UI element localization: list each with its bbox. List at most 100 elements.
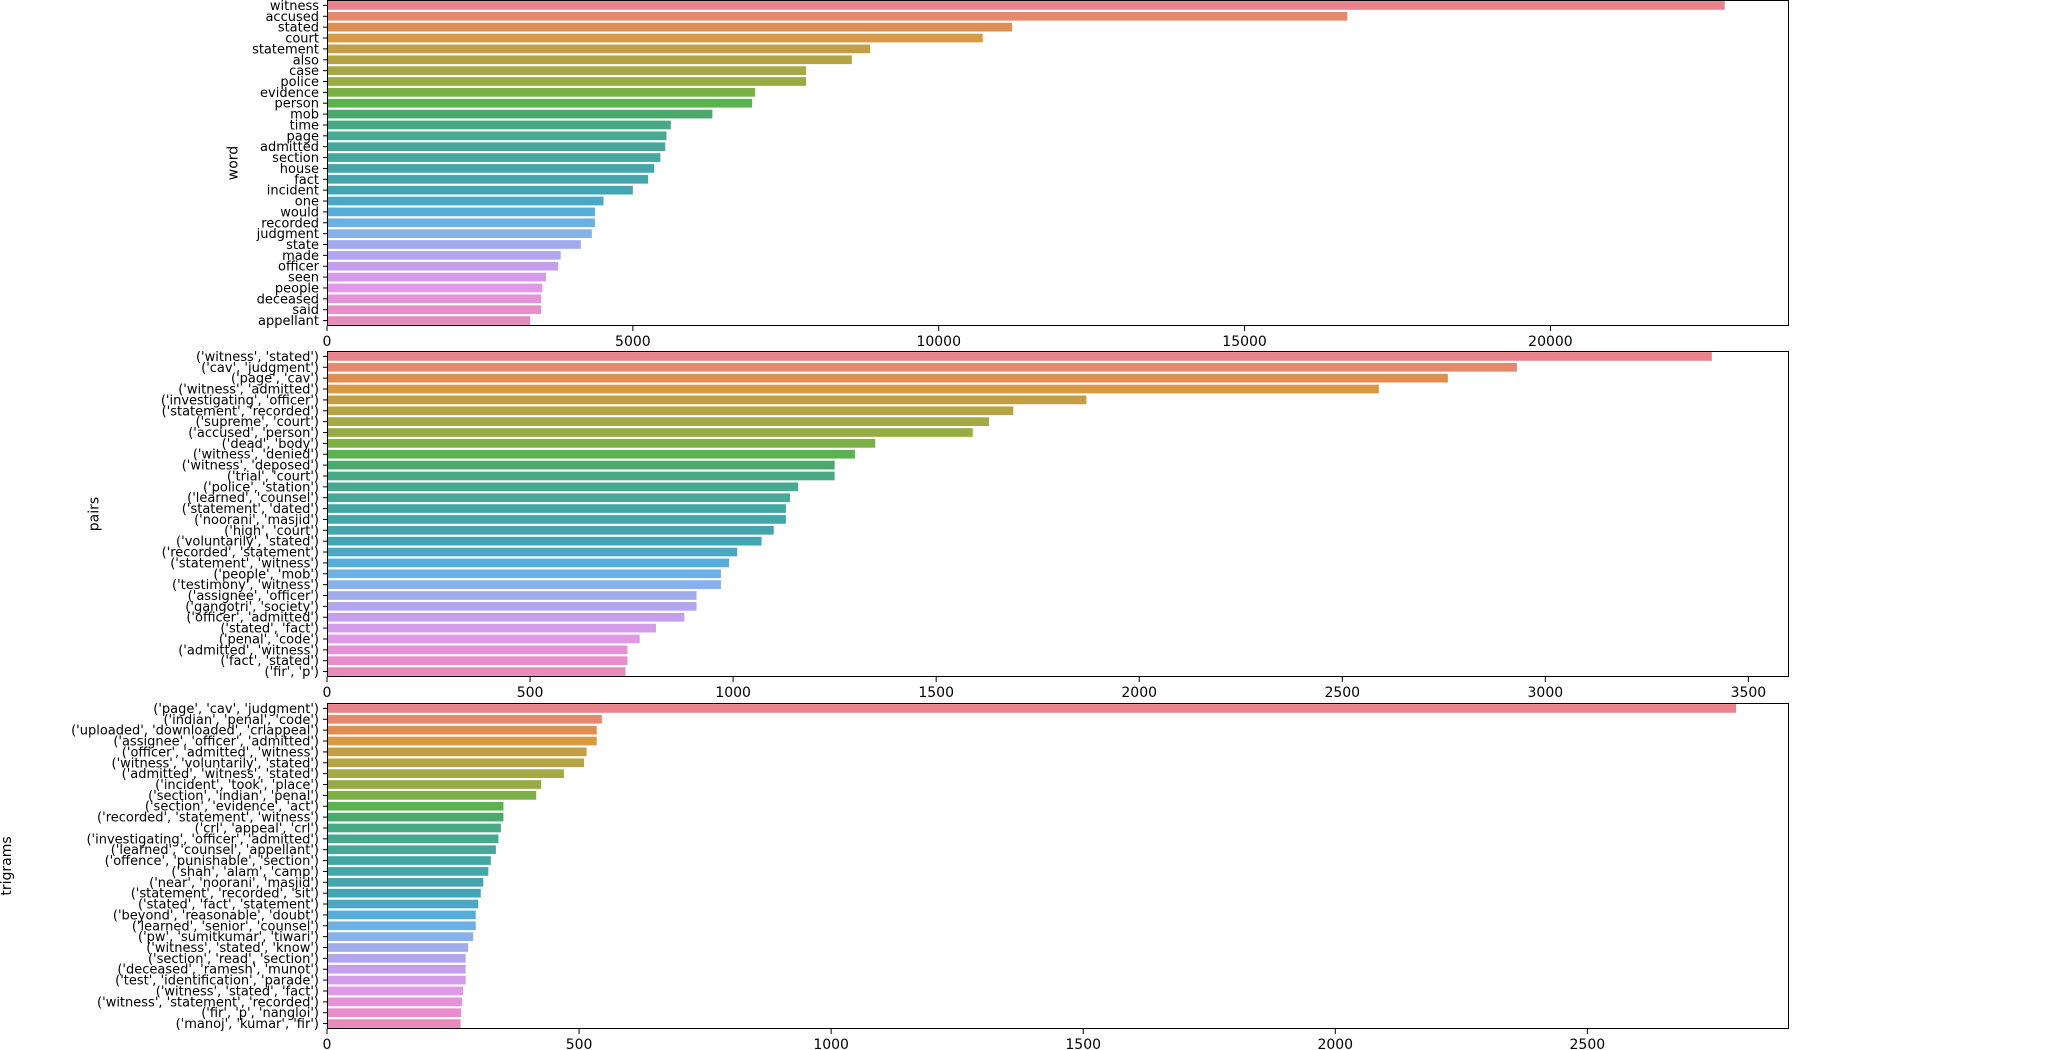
y-tick-label-pairs-18: ('recorded', 'statement') (162, 546, 319, 561)
y-tick-label-pairs-29: ('fir', 'p') (265, 665, 320, 680)
y-tick-label-trigrams-17: ('statement', 'recorded', 'sit') (131, 887, 319, 902)
bar-trigrams-12 (327, 834, 499, 844)
y-tick-label-trigrams-18: ('stated', 'fact', 'statement') (138, 898, 319, 913)
y-tick-label-trigrams-9: ('section', 'evidence', 'act') (145, 800, 319, 815)
y-tick-label-trigrams-16: ('near', 'noorani', 'masjid') (149, 876, 319, 891)
bar-word-18 (327, 196, 604, 206)
y-tick-label-trigrams-21: ('pw', 'sumitkumar', 'tiwari') (138, 930, 319, 945)
bar-word-11 (327, 120, 671, 130)
y-tick-label-pairs-9: ('witness', 'denied') (193, 448, 319, 463)
axes-frame (327, 351, 1789, 677)
bar-trigrams-9 (327, 801, 504, 811)
bar-pairs-16 (327, 525, 774, 535)
bar-pairs-18 (327, 547, 738, 557)
x-tick-label-trigrams-3: 1500 (1065, 1037, 1101, 1050)
bar-trigrams-23 (327, 954, 466, 963)
y-tick-label-pairs-6: ('supreme', 'court') (196, 415, 319, 430)
bar-word-23 (327, 251, 561, 260)
y-tick-label-word-26: people (275, 281, 319, 296)
bar-trigrams-24 (327, 964, 466, 974)
bar-trigrams-11 (327, 823, 501, 833)
y-tick-label-word-16: fact (294, 173, 319, 188)
y-tick-label-pairs-28: ('fact', 'stated') (220, 654, 319, 669)
y-tick-label-trigrams-3: ('assignee', 'officer', 'admitted') (113, 735, 319, 750)
bar-pairs-7 (327, 428, 973, 437)
y-tick-label-pairs-8: ('dead', 'body') (222, 437, 319, 452)
y-tick-label-pairs-2: ('page', 'cav') (231, 372, 319, 387)
bar-pairs-20 (327, 569, 721, 579)
y-tick-label-word-19: would (280, 205, 319, 220)
bar-pairs-23 (327, 602, 697, 611)
y-tick-label-pairs-7: ('accused', 'person') (188, 426, 319, 441)
y-tick-label-word-20: recorded (261, 216, 319, 231)
x-tick-label-pairs-0: 0 (323, 685, 332, 701)
bar-trigrams-19 (327, 910, 476, 920)
y-tick-label-pairs-4: ('investigating', 'officer') (161, 393, 319, 408)
y-tick-label-word-24: officer (278, 260, 320, 275)
y-axis-label-pairs: pairs (87, 497, 103, 531)
y-tick-label-word-15: house (280, 162, 319, 177)
bar-pairs-12 (327, 482, 799, 492)
bar-word-15 (327, 164, 655, 173)
y-tick-label-pairs-13: ('learned', 'counsel') (187, 491, 319, 506)
bar-pairs-24 (327, 612, 685, 622)
bar-pairs-22 (327, 591, 697, 600)
bar-pairs-28 (327, 656, 628, 666)
bar-pairs-9 (327, 449, 855, 459)
bar-word-9 (327, 98, 753, 108)
bar-word-29 (327, 316, 531, 325)
y-tick-label-word-27: deceased (257, 292, 319, 307)
y-tick-label-pairs-12: ('police', 'station') (203, 480, 319, 495)
bar-word-14 (327, 153, 661, 162)
y-tick-label-pairs-24: ('officer', 'admitted') (186, 611, 319, 626)
bar-word-2 (327, 22, 1013, 32)
bar-trigrams-15 (327, 867, 489, 876)
y-tick-label-trigrams-0: ('page', 'cav', 'judgment') (153, 702, 319, 717)
bar-pairs-4 (327, 395, 1087, 405)
x-tick-label-trigrams-0: 0 (323, 1037, 332, 1050)
y-tick-label-word-12: page (287, 129, 319, 144)
y-tick-label-trigrams-14: ('offence', 'punishable', 'section') (105, 854, 319, 869)
x-tick-label-pairs-7: 3500 (1731, 685, 1767, 701)
bar-word-22 (327, 240, 581, 249)
y-tick-label-pairs-25: ('stated', 'fact') (220, 622, 319, 637)
y-tick-label-trigrams-2: ('uploaded', 'downloaded', 'crlappeal') (71, 724, 319, 739)
bar-trigrams-5 (327, 758, 585, 768)
axes-frame (327, 0, 1789, 326)
bar-trigrams-14 (327, 856, 491, 865)
bar-word-27 (327, 294, 542, 304)
bar-pairs-17 (327, 536, 762, 546)
x-tick-label-word-4: 20000 (1528, 334, 1573, 350)
y-tick-label-word-11: time (290, 118, 319, 133)
bar-pairs-25 (327, 623, 656, 633)
bar-word-4 (327, 44, 871, 54)
bar-word-28 (327, 305, 542, 315)
y-tick-label-trigrams-6: ('admitted', 'witness', 'stated') (122, 767, 319, 782)
y-tick-label-pairs-3: ('witness', 'admitted') (178, 383, 319, 398)
bar-word-3 (327, 33, 983, 43)
y-tick-label-word-28: said (292, 303, 319, 318)
x-tick-label-trigrams-2: 1000 (813, 1037, 849, 1050)
bar-word-6 (327, 66, 806, 75)
chart-panel-pairs: ('witness', 'stated')('cav', 'judgment')… (87, 350, 1789, 701)
chart-panel-trigrams: ('page', 'cav', 'judgment')('indian', 'p… (0, 702, 1789, 1050)
y-tick-label-trigrams-26: ('witness', 'stated', 'fact') (156, 984, 319, 999)
y-tick-label-word-22: state (286, 238, 319, 253)
y-tick-label-word-13: admitted (260, 140, 319, 155)
bar-trigrams-3 (327, 736, 597, 746)
y-tick-label-trigrams-11: ('crl', 'appeal', 'crl') (195, 821, 319, 836)
y-tick-label-word-14: section (272, 151, 319, 166)
bar-trigrams-18 (327, 899, 479, 909)
y-tick-label-pairs-11: ('trial', 'court') (227, 469, 319, 484)
bar-pairs-19 (327, 558, 730, 568)
bar-word-1 (327, 11, 1348, 21)
bar-pairs-21 (327, 580, 721, 589)
bar-word-8 (327, 88, 756, 97)
bar-pairs-15 (327, 515, 786, 524)
bar-trigrams-22 (327, 943, 469, 952)
y-tick-label-trigrams-13: ('learned', 'counsel', 'appellant') (111, 843, 319, 858)
x-tick-label-pairs-1: 500 (517, 685, 544, 701)
bar-word-10 (327, 109, 713, 119)
y-tick-label-word-2: stated (278, 21, 319, 36)
y-tick-label-trigrams-28: ('fir', 'p', 'nangloi') (201, 1006, 319, 1021)
